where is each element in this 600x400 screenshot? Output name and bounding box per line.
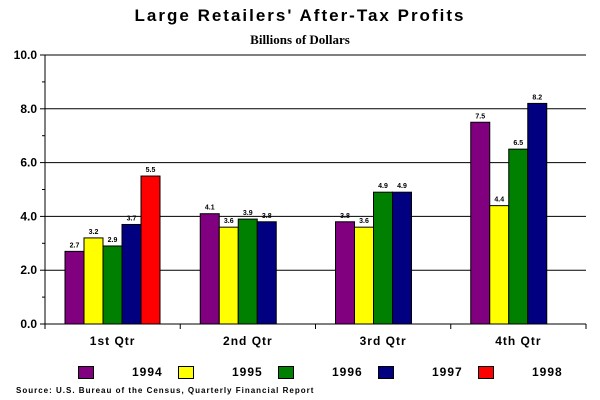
data-label: 2.9 — [108, 237, 118, 244]
bars — [64, 102, 548, 325]
bar-1996-4th-qtr — [508, 148, 529, 325]
bar-1995-4th-qtr — [489, 205, 510, 325]
y-tick-label: 6.0 — [20, 156, 37, 170]
legend-swatch — [278, 365, 294, 379]
category-label: 2nd Qtr — [223, 334, 273, 348]
category-label: 4th Qtr — [495, 334, 541, 348]
legend-item-1994: 1994 — [78, 362, 163, 382]
legend-item-1995: 1995 — [178, 362, 263, 382]
y-tick-label: 4.0 — [20, 209, 37, 223]
bar-chart: 0.0 2.0 4.0 6.0 8.0 10.0 2.7 3.2 2.9 3.7 5.5 1st Qt… — [14, 48, 587, 348]
bar-1994-1st-qtr — [64, 250, 85, 325]
legend-label: 1994 — [132, 365, 163, 379]
data-label: 2.7 — [70, 242, 80, 249]
source-note: Source: U.S. Bureau of the Census, Quart… — [16, 386, 315, 395]
bar-1996-3rd-qtr — [373, 191, 393, 325]
legend-item-1997: 1997 — [378, 362, 463, 382]
legend-label: 1996 — [332, 365, 363, 379]
bar-1997-2nd-qtr — [256, 221, 277, 325]
legend-item-1996: 1996 — [278, 362, 363, 382]
y-tick-label: 10.0 — [14, 48, 38, 62]
data-label: 3.8 — [340, 213, 350, 220]
data-label: 4.9 — [397, 183, 407, 190]
bar-1997-4th-qtr — [527, 102, 548, 325]
bar-1996-1st-qtr — [102, 245, 123, 325]
data-label: 4.4 — [494, 197, 504, 204]
bar-1994-2nd-qtr — [199, 213, 220, 325]
data-label: 3.2 — [89, 229, 99, 236]
data-label: 5.5 — [146, 167, 156, 174]
legend-label: 1998 — [532, 365, 563, 379]
chart-subtitle: Billions of Dollars — [250, 32, 350, 47]
data-label: 3.9 — [243, 210, 253, 217]
bar-1995-1st-qtr — [83, 237, 104, 325]
bar-1995-2nd-qtr — [218, 226, 239, 325]
legend-label: 1997 — [432, 365, 463, 379]
bar-1995-3rd-qtr — [354, 226, 374, 325]
legend-swatch — [78, 365, 94, 379]
legend-swatch — [378, 365, 394, 379]
data-label: 4.1 — [205, 205, 215, 212]
y-tick-label: 2.0 — [20, 263, 37, 277]
bar-1994-3rd-qtr — [335, 221, 355, 325]
data-label: 3.8 — [262, 213, 272, 220]
bar-1997-3rd-qtr — [392, 191, 412, 325]
y-tick-label: 8.0 — [20, 102, 37, 116]
labels: 0.0 2.0 4.0 6.0 8.0 10.0 2.7 3.2 2.9 3.7 5.5 1st Qt… — [14, 48, 543, 348]
data-label: 3.6 — [359, 218, 369, 225]
y-tick-label: 0.0 — [20, 317, 37, 331]
legend-swatch — [478, 365, 494, 379]
bar-1998-1st-qtr — [140, 175, 161, 325]
bar-1997-1st-qtr — [121, 223, 142, 325]
legend-item-1998: 1998 — [478, 362, 563, 382]
legend: 1994 1995 1996 1997 1998 — [0, 362, 600, 382]
data-label: 7.5 — [475, 113, 485, 120]
category-label: 1st Qtr — [90, 334, 136, 348]
data-label: 3.7 — [127, 215, 137, 222]
legend-label: 1995 — [232, 365, 263, 379]
chart-title: Large Retailers' After-Tax Profits — [134, 6, 466, 25]
data-label: 4.9 — [378, 183, 388, 190]
data-label: 3.6 — [224, 218, 234, 225]
bar-1996-2nd-qtr — [237, 218, 258, 325]
data-label: 6.5 — [513, 140, 523, 147]
bar-1994-4th-qtr — [470, 121, 491, 325]
data-label: 8.2 — [532, 94, 542, 101]
legend-swatch — [178, 365, 194, 379]
category-label: 3rd Qtr — [360, 334, 407, 348]
